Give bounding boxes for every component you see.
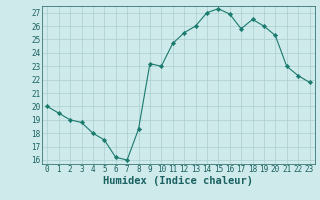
X-axis label: Humidex (Indice chaleur): Humidex (Indice chaleur)	[103, 176, 253, 186]
